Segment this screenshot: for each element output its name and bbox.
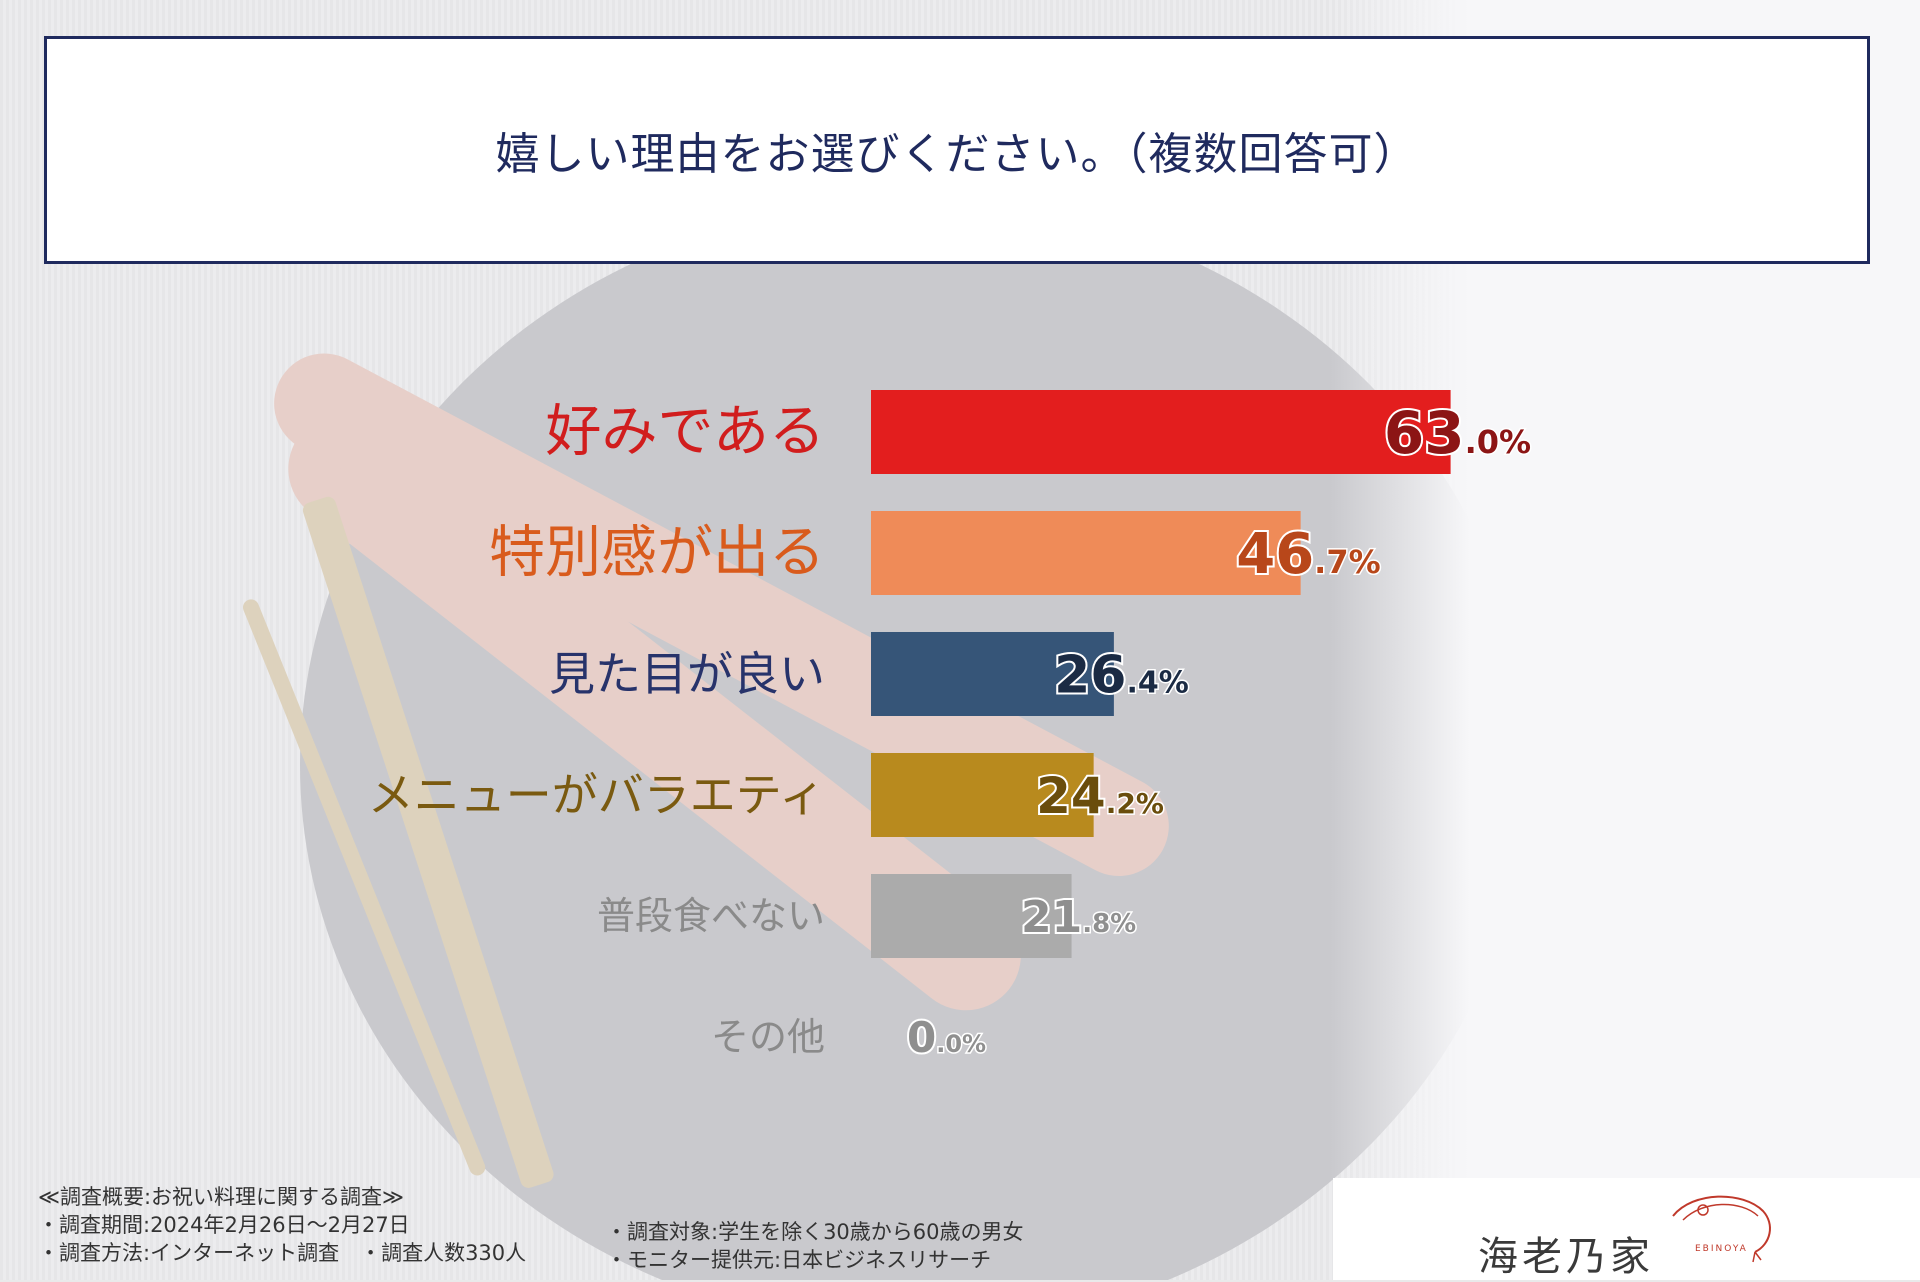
- category-label: メニューがバラエティ: [368, 768, 825, 822]
- value-label: 21.8%: [1021, 892, 1136, 943]
- brand-logo: 海老乃家 EBINOYA: [1333, 1178, 1920, 1280]
- bar: [871, 632, 1114, 716]
- shrimp-logo-icon: [1672, 1195, 1771, 1263]
- category-label: 見た目が良い: [549, 647, 825, 701]
- survey-period: ・調査期間:2024年2月26日～2月27日: [38, 1213, 410, 1237]
- value-label: 46.7%: [1236, 522, 1380, 587]
- survey-target: ・調査対象:学生を除く30歳から60歳の男女: [606, 1220, 1024, 1244]
- bar: [871, 390, 1451, 474]
- value-label: 0.0%: [907, 1013, 986, 1062]
- bar: [871, 753, 1094, 837]
- brand-sub: EBINOYA: [1695, 1244, 1748, 1254]
- survey-provider: ・モニター提供元:日本ビジネスリサーチ: [606, 1248, 992, 1272]
- question-title-box: 嬉しい理由をお選びください。（複数回答可）: [44, 36, 1870, 264]
- bar: [871, 511, 1301, 595]
- survey-notes-left: ≪調査概要:お祝い料理に関する調査≫ ・調査期間:2024年2月26日～2月27…: [38, 1183, 526, 1267]
- survey-header: ≪調査概要:お祝い料理に関する調査≫: [38, 1185, 405, 1209]
- category-label: 特別感が出る: [489, 521, 825, 586]
- survey-method: ・調査方法:インターネット調査 ・調査人数330人: [38, 1241, 527, 1265]
- category-label: 普段食べない: [597, 894, 825, 938]
- value-label: 24.2%: [1036, 767, 1164, 825]
- value-label: 26.4%: [1054, 646, 1189, 706]
- category-label: 好みである: [546, 400, 825, 465]
- survey-notes-right: ・調査対象:学生を除く30歳から60歳の男女 ・モニター提供元:日本ビジネスリサ…: [606, 1218, 1024, 1274]
- category-label: その他: [711, 1015, 825, 1059]
- brand-name: 海老乃家: [1478, 1234, 1654, 1280]
- bar: [871, 874, 1072, 958]
- question-title: 嬉しい理由をお選びください。（複数回答可）: [495, 129, 1419, 180]
- value-label: 63.0%: [1384, 399, 1531, 467]
